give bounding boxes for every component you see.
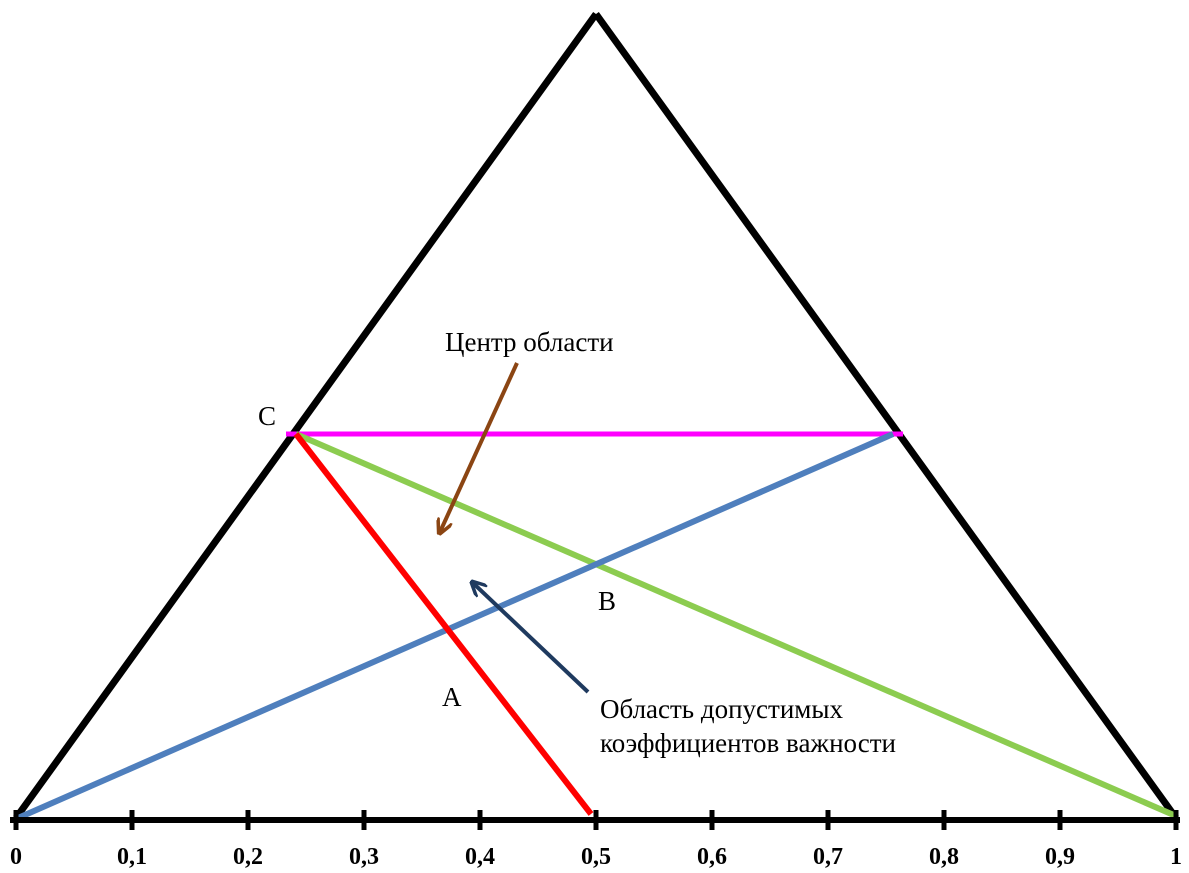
axis-tick-label: 0,9: [1045, 844, 1075, 870]
axis-tick-labels: 0 0,1 0,2 0,3 0,4 0,5 0,6 0,7 0,8 0,9 1: [10, 844, 1182, 870]
axis-tick-label: 0,8: [929, 844, 959, 870]
point-label-a: A: [442, 682, 462, 712]
center-annotation: Центр области: [445, 327, 614, 357]
axis-tick-label: 0,3: [349, 844, 379, 870]
point-label-b: B: [598, 586, 616, 616]
line-a-red: [293, 432, 594, 816]
region-arrow: [473, 583, 590, 694]
triangle-right-side: [593, 11, 1179, 821]
triangle-left-side: [13, 11, 599, 821]
region-annotation-line2: коэффициентов важности: [600, 728, 896, 758]
axis-tick-label: 0,2: [233, 844, 263, 870]
region-annotation-line1: Область допустимых: [600, 694, 844, 724]
line-blue: [16, 431, 895, 821]
axis-tick-label: 1: [1170, 844, 1182, 870]
axis-tick-label: 0,6: [697, 844, 727, 870]
axis-tick-label: 0: [10, 844, 22, 870]
axis-tick-label: 0,5: [581, 844, 611, 870]
center-arrow: [440, 362, 519, 532]
axis-tick-label: 0,7: [813, 844, 843, 870]
axis-tick-label: 0,4: [465, 844, 495, 870]
point-label-c: C: [258, 401, 276, 431]
axis-tick-label: 0,1: [117, 844, 147, 870]
axis-ticks: [13, 810, 1179, 830]
line-b-green: [294, 431, 1178, 819]
